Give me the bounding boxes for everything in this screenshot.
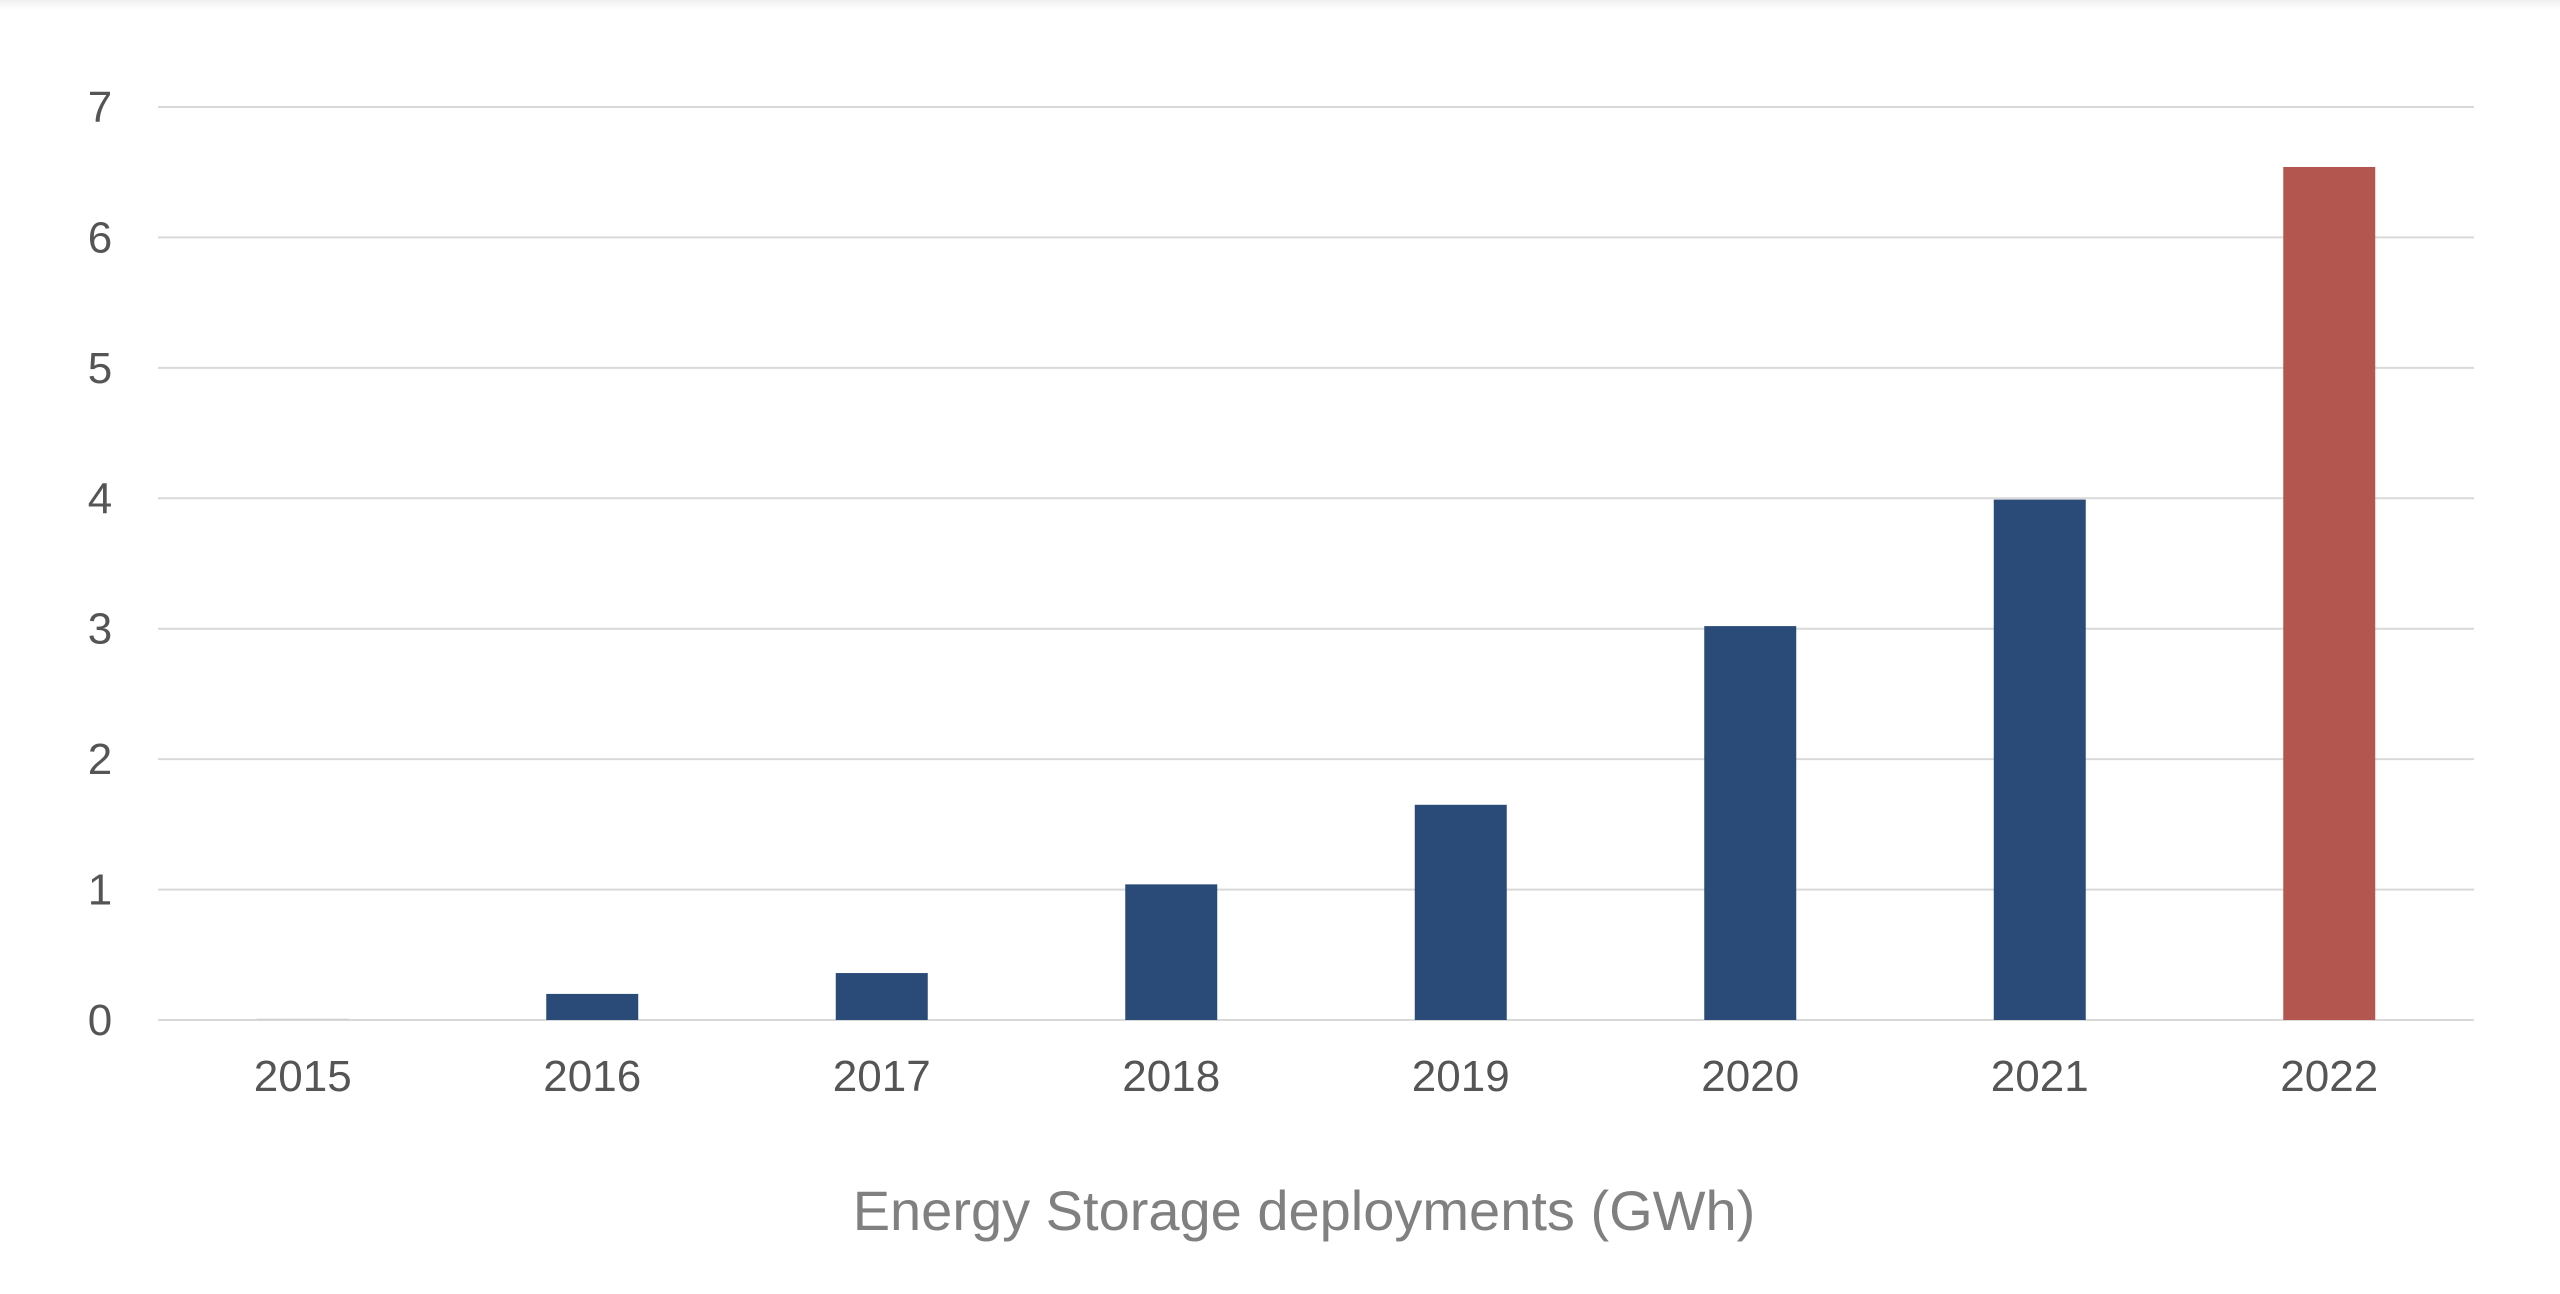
y-tick-label: 0 xyxy=(88,996,112,1045)
y-tick-label: 5 xyxy=(88,344,112,393)
x-tick-label: 2017 xyxy=(833,1052,931,1101)
top-shadow xyxy=(0,0,2560,10)
x-tick-label: 2018 xyxy=(1122,1052,1220,1101)
bar-2022 xyxy=(2283,166,2376,1021)
bar-2016 xyxy=(546,993,639,1020)
x-tick-label: 2020 xyxy=(1701,1052,1799,1101)
y-tick-label: 2 xyxy=(88,735,112,784)
y-tick-label: 4 xyxy=(88,474,112,523)
x-tick-label: 2021 xyxy=(1991,1052,2089,1101)
bar-2018 xyxy=(1125,884,1218,1020)
bars xyxy=(256,166,2376,1021)
bar-2020 xyxy=(1704,626,1797,1020)
bar-2015 xyxy=(256,1018,349,1020)
bar-2017 xyxy=(835,973,928,1020)
y-axis-ticks: 0 1 2 3 4 5 6 7 xyxy=(88,83,112,1045)
bar-2019 xyxy=(1414,804,1507,1020)
y-tick-label: 1 xyxy=(88,866,112,915)
y-tick-label: 7 xyxy=(88,83,112,132)
x-axis-ticks: 2015 2016 2017 2018 2019 2020 2021 2022 xyxy=(254,1052,2378,1101)
x-tick-label: 2016 xyxy=(543,1052,641,1101)
x-tick-label: 2022 xyxy=(2280,1052,2378,1101)
gridlines xyxy=(158,106,2474,1021)
x-tick-label: 2019 xyxy=(1412,1052,1510,1101)
y-tick-label: 6 xyxy=(88,213,112,262)
x-axis-title: Energy Storage deployments (GWh) xyxy=(853,1179,1756,1242)
bar-2021 xyxy=(1993,499,2086,1021)
y-tick-label: 3 xyxy=(88,605,112,654)
x-tick-label: 2015 xyxy=(254,1052,352,1101)
